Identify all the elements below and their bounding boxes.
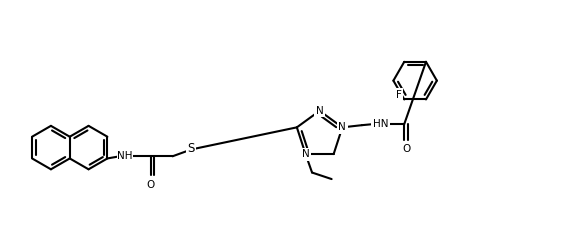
- Text: S: S: [187, 142, 195, 155]
- Text: O: O: [147, 180, 155, 190]
- Text: F: F: [397, 89, 402, 99]
- Text: HN: HN: [373, 119, 388, 129]
- Text: N: N: [339, 122, 346, 132]
- Text: O: O: [402, 144, 410, 154]
- Text: N: N: [302, 149, 309, 159]
- Text: NH: NH: [117, 151, 133, 161]
- Text: N: N: [316, 106, 324, 116]
